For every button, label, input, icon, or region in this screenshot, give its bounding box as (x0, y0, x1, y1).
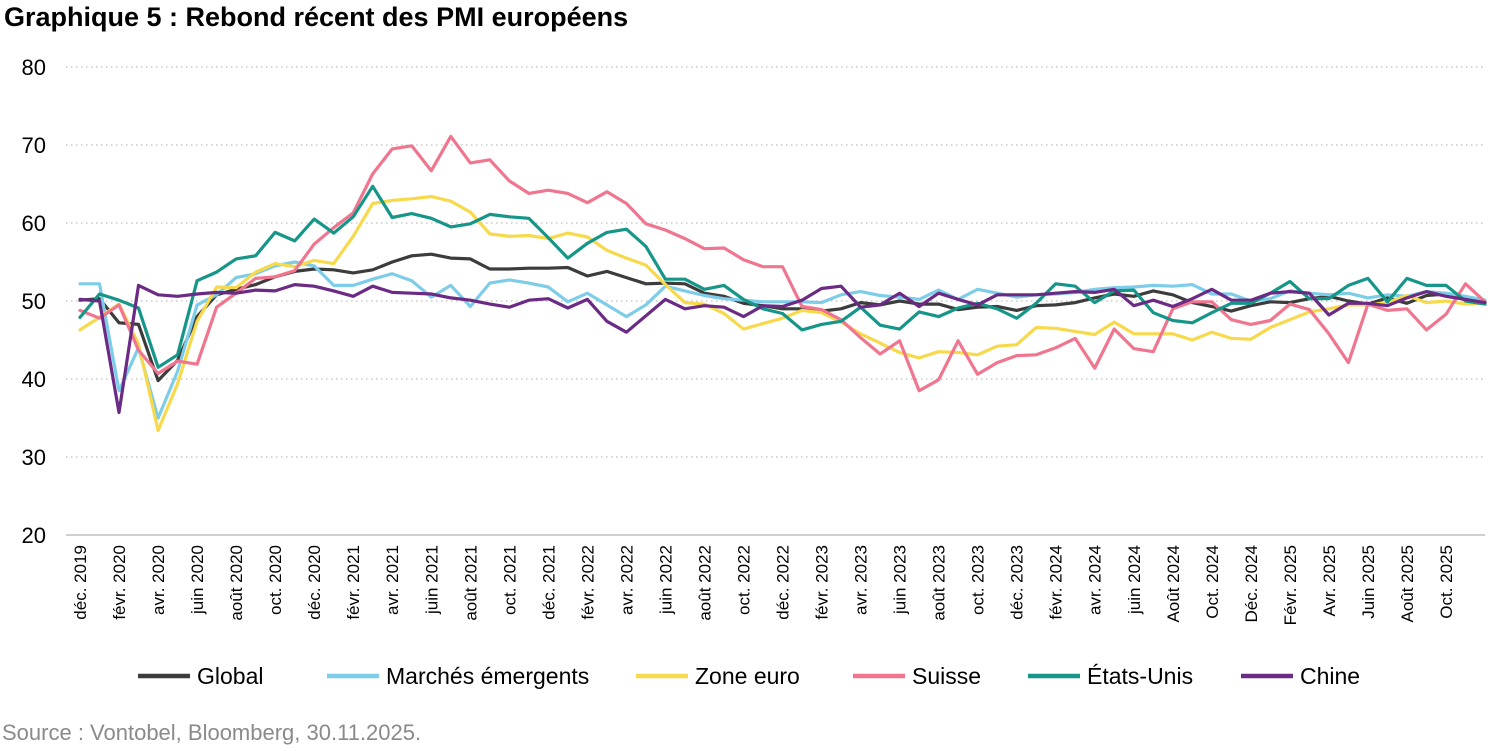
x-tick-label: Oct. 2024 (1203, 545, 1222, 619)
series-lines (78, 134, 1487, 433)
x-tick-label: avr. 2021 (383, 545, 402, 615)
x-tick-label: juin 2021 (422, 545, 441, 615)
y-tick-label: 20 (22, 523, 46, 548)
legend-label: Suisse (912, 663, 981, 689)
x-tick-label: avr. 2024 (1086, 545, 1105, 615)
x-tick-label: août 2020 (227, 545, 246, 621)
x-tick-label: avr. 2022 (617, 545, 636, 615)
x-tick-label: juin 2020 (188, 545, 207, 615)
x-tick-label: août 2021 (461, 545, 480, 621)
x-tick-label: févr. 2023 (813, 545, 832, 620)
x-tick-label: juin 2023 (891, 545, 910, 615)
x-tick-label: août 2023 (930, 545, 949, 621)
x-axis-ticks: déc. 2019 févr. 2020 avr. 2020 juin 2020 aoû… (71, 545, 1456, 625)
x-tick-label: Juin 2025 (1359, 545, 1378, 619)
legend-label: États-Unis (1087, 663, 1193, 689)
x-tick-label: juin 2024 (1125, 545, 1144, 615)
series-line-3 (78, 134, 1487, 393)
series-line-2 (78, 194, 1487, 433)
x-tick-label: févr. 2022 (578, 545, 597, 620)
legend-label: Chine (1300, 663, 1360, 689)
y-tick-label: 60 (22, 211, 46, 236)
x-tick-label: Avr. 2025 (1320, 545, 1339, 617)
x-tick-label: déc. 2019 (71, 545, 90, 620)
x-tick-label: Févr. 2025 (1281, 545, 1300, 625)
series-line-0 (78, 252, 1487, 383)
x-tick-label: oct. 2020 (266, 545, 285, 615)
y-tick-label: 70 (22, 133, 46, 158)
x-tick-label: déc. 2022 (774, 545, 793, 620)
x-tick-label: févr. 2020 (110, 545, 129, 620)
x-tick-label: Août 2025 (1398, 545, 1417, 623)
source-note: Source : Vontobel, Bloomberg, 30.11.2025… (2, 720, 422, 745)
x-tick-label: oct. 2023 (969, 545, 988, 615)
x-tick-label: avr. 2023 (852, 545, 871, 615)
y-tick-label: 50 (22, 289, 46, 314)
y-axis-ticks: 20 30 40 50 60 70 80 (22, 55, 46, 548)
x-tick-label: Août 2024 (1164, 545, 1183, 623)
series-line-5 (78, 283, 1487, 415)
chart-title: Graphique 5 : Rebond récent des PMI euro… (4, 2, 629, 32)
x-tick-label: déc. 2020 (305, 545, 324, 620)
legend-label: Marchés émergents (386, 663, 589, 689)
x-tick-label: déc. 2021 (539, 545, 558, 620)
legend: Global Marchés émergents Zone euro Suisse Ét… (138, 663, 1360, 689)
x-tick-label: Déc. 2024 (1242, 545, 1261, 623)
legend-label: Global (197, 663, 263, 689)
y-tick-label: 40 (22, 367, 46, 392)
x-tick-label: oct. 2021 (500, 545, 519, 615)
x-tick-label: août 2022 (695, 545, 714, 621)
x-tick-label: juin 2022 (656, 545, 675, 615)
legend-label: Zone euro (695, 663, 800, 689)
x-tick-label: déc. 2023 (1008, 545, 1027, 620)
x-tick-label: févr. 2024 (1047, 545, 1066, 620)
x-tick-label: oct. 2022 (734, 545, 753, 615)
x-tick-label: avr. 2020 (149, 545, 168, 615)
x-tick-label: févr. 2021 (344, 545, 363, 620)
gridlines (66, 66, 1485, 458)
y-tick-label: 80 (22, 55, 46, 80)
y-tick-label: 30 (22, 445, 46, 470)
x-tick-label: Oct. 2025 (1437, 545, 1456, 619)
series-line-4 (78, 184, 1487, 369)
